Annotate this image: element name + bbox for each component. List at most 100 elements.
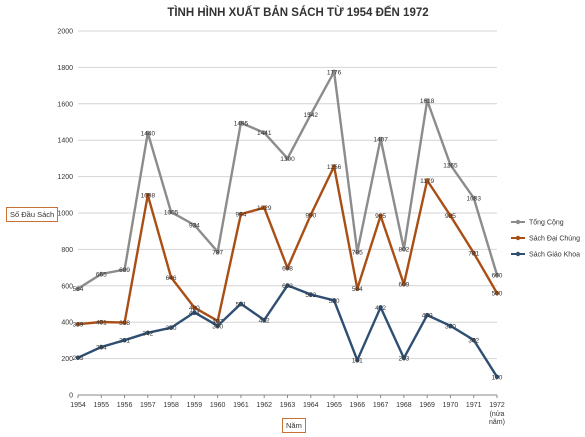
data-label: 1440 bbox=[141, 130, 156, 137]
x-tick-label: 1964 bbox=[303, 402, 319, 409]
data-label: 584 bbox=[352, 286, 363, 293]
x-axis-label: Năm bbox=[282, 418, 306, 433]
legend-marker bbox=[515, 219, 521, 225]
series-line bbox=[77, 284, 499, 378]
x-tick-label: 1967 bbox=[373, 402, 389, 409]
data-point bbox=[331, 298, 337, 303]
data-label: 689 bbox=[119, 267, 130, 274]
data-point bbox=[355, 358, 360, 363]
x-tick-label: 1962 bbox=[256, 402, 272, 409]
data-label: 1300 bbox=[280, 156, 295, 163]
data-point bbox=[262, 205, 267, 210]
x-tick-label: 1965 bbox=[326, 402, 342, 409]
data-point bbox=[122, 338, 127, 343]
series-line bbox=[77, 165, 499, 326]
data-label: 401 bbox=[96, 320, 107, 327]
data-point bbox=[471, 337, 476, 343]
data-point bbox=[471, 195, 476, 201]
data-label: 802 bbox=[398, 247, 409, 254]
data-label: 990 bbox=[305, 212, 316, 219]
data-label: 994 bbox=[236, 212, 247, 219]
data-point bbox=[448, 162, 453, 167]
data-label: 398 bbox=[119, 320, 130, 327]
data-point bbox=[262, 130, 267, 135]
data-point bbox=[192, 310, 197, 315]
data-label: 602 bbox=[282, 283, 293, 290]
data-label: 501 bbox=[236, 301, 247, 308]
legend-label: Sách Đại Chúng bbox=[529, 236, 580, 243]
data-point bbox=[494, 374, 500, 379]
data-point bbox=[238, 301, 244, 307]
x-tick-label: 1970 bbox=[443, 402, 459, 409]
data-label: 660 bbox=[492, 272, 503, 279]
data-point bbox=[331, 164, 337, 169]
data-point bbox=[168, 325, 174, 330]
data-point bbox=[145, 192, 151, 198]
data-label: 1407 bbox=[373, 136, 388, 143]
data-label: 1441 bbox=[257, 130, 272, 137]
data-label: 480 bbox=[189, 305, 200, 312]
data-label: 301 bbox=[119, 338, 130, 345]
data-label: 100 bbox=[492, 374, 503, 381]
data-label: 412 bbox=[259, 318, 270, 325]
data-point bbox=[238, 211, 244, 217]
data-point bbox=[122, 320, 127, 325]
data-point bbox=[401, 281, 407, 287]
x-tick-label: 1959 bbox=[187, 402, 203, 409]
data-point bbox=[355, 286, 360, 291]
y-tick-label: 400 bbox=[61, 320, 73, 327]
data-point bbox=[494, 290, 500, 296]
y-tick-label: 200 bbox=[61, 356, 73, 363]
chart-title: TÌNH HÌNH XUẤT BẢN SÁCH TỪ 1954 ĐẾN 1972 bbox=[167, 6, 428, 19]
data-point bbox=[424, 312, 430, 318]
data-point bbox=[424, 98, 430, 103]
legend-label: Sách Giáo Khoa bbox=[529, 252, 580, 259]
data-label: 1029 bbox=[257, 205, 272, 212]
x-tick-label: 1954 bbox=[70, 402, 86, 409]
data-point bbox=[378, 213, 383, 218]
data-label: 1179 bbox=[420, 178, 434, 185]
data-point bbox=[285, 265, 290, 271]
x-tick-label: 1955 bbox=[93, 402, 109, 409]
data-label: 1256 bbox=[327, 164, 342, 171]
data-label: 302 bbox=[468, 338, 479, 345]
data-label: 342 bbox=[142, 330, 153, 337]
data-point bbox=[401, 355, 407, 361]
data-label: 698 bbox=[282, 265, 293, 272]
data-point bbox=[168, 209, 174, 215]
data-label: 781 bbox=[468, 250, 479, 257]
data-label: 985 bbox=[375, 213, 386, 220]
data-point bbox=[75, 322, 81, 327]
legend: Tổng Cộng Sách Đại Chúng Sách Giáo Khoa bbox=[511, 219, 580, 259]
data-label: 665 bbox=[96, 271, 107, 278]
x-tick-label: 1957 bbox=[140, 402, 156, 409]
data-point bbox=[471, 250, 476, 256]
data-label: 264 bbox=[96, 344, 107, 351]
x-tick-label: 1966 bbox=[350, 402, 366, 409]
data-point bbox=[192, 222, 197, 228]
y-axis-label: Số Đầu Sách bbox=[6, 207, 59, 222]
y-tick-label: 1400 bbox=[57, 138, 73, 145]
x-axis-ticks: 1954 1955 1956 1957 1958 1959 1960 1961 1962 1963… bbox=[70, 395, 505, 426]
data-label: 454 bbox=[189, 310, 200, 317]
x-tick-note: (nửa bbox=[490, 410, 505, 418]
data-label: 584 bbox=[73, 286, 84, 293]
data-label: 560 bbox=[492, 291, 503, 298]
data-label: 407 bbox=[212, 318, 223, 325]
y-tick-label: 1000 bbox=[57, 211, 73, 218]
x-tick-label: 1968 bbox=[396, 402, 412, 409]
data-label: 1542 bbox=[304, 112, 319, 119]
y-axis-ticks: 0 200 400 600 800 1000 1200 1400 1600 1800 2000 bbox=[57, 29, 73, 400]
data-point bbox=[215, 323, 220, 329]
data-label: 1265 bbox=[443, 162, 458, 169]
data-point bbox=[378, 305, 383, 310]
data-point bbox=[99, 344, 104, 350]
y-tick-label: 600 bbox=[61, 283, 73, 290]
data-label: 380 bbox=[212, 323, 223, 330]
data-point bbox=[262, 317, 267, 323]
data-point bbox=[99, 319, 104, 325]
data-label: 985 bbox=[445, 213, 456, 220]
y-tick-label: 0 bbox=[69, 393, 73, 400]
data-label: 1495 bbox=[234, 120, 249, 127]
